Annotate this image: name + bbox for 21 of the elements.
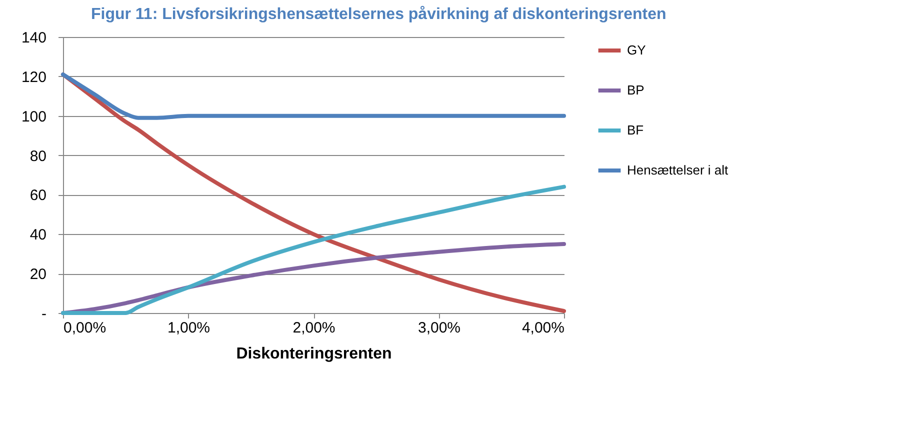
x-tick-label: 2,00% bbox=[292, 320, 336, 336]
legend-label: GY bbox=[627, 42, 646, 58]
y-tick-label: 20 bbox=[30, 266, 46, 284]
x-tick-label: 1,00% bbox=[167, 320, 210, 336]
y-tick-label: 120 bbox=[21, 68, 46, 86]
x-tick-label: 4,00% bbox=[522, 320, 564, 336]
x-axis-title: Diskonteringsrenten bbox=[236, 346, 392, 362]
y-tick-label: 60 bbox=[30, 187, 46, 204]
legend-label: Hensættelser i alt bbox=[627, 162, 729, 178]
x-tick-label: 0,00% bbox=[64, 320, 106, 336]
y-tick-label: 80 bbox=[30, 148, 46, 165]
y-tick-label: 140 bbox=[21, 30, 46, 46]
y-tick-label: 100 bbox=[21, 108, 46, 126]
chart-title: Figur 11: Livsforsikringshensættelsernes påvirkning af diskonteringsrenten bbox=[90, 5, 666, 23]
y-tick-label: 40 bbox=[30, 226, 46, 244]
legend-label: BF bbox=[627, 122, 644, 138]
line-series bbox=[61, 72, 566, 120]
legend-label: BP bbox=[627, 82, 644, 98]
line-series bbox=[61, 184, 566, 315]
x-tick-label: 3,00% bbox=[418, 320, 461, 336]
y-tick-label: - bbox=[42, 306, 46, 322]
